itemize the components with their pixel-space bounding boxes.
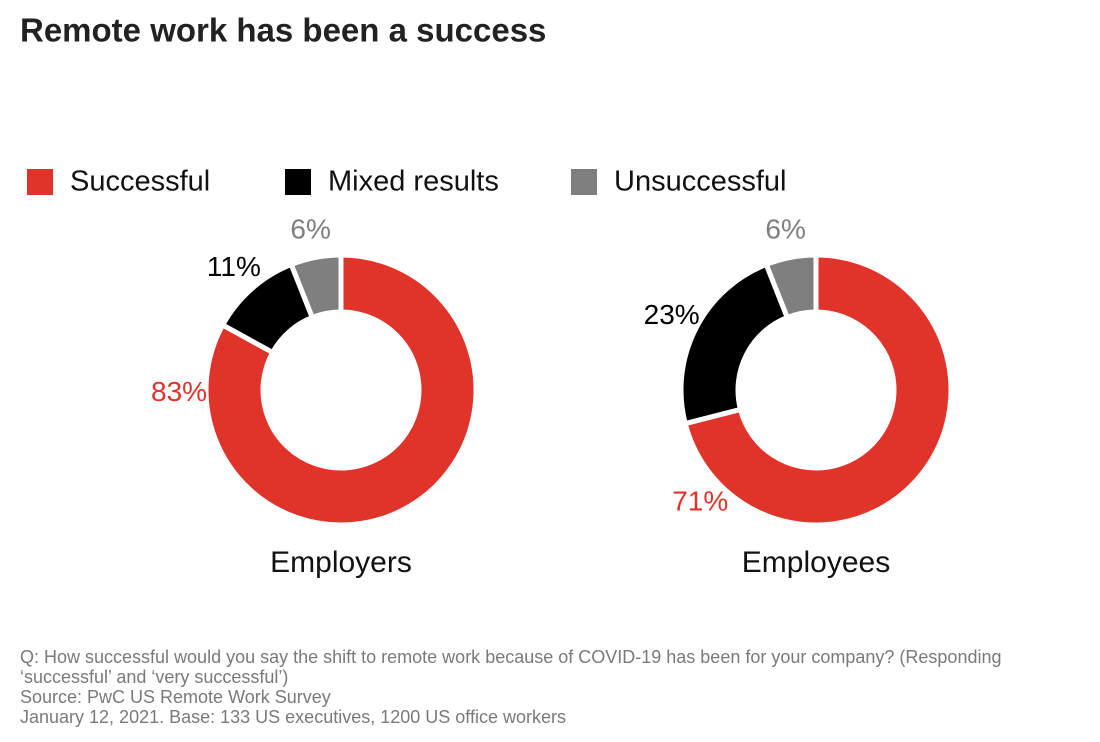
value-label: 71% xyxy=(672,486,728,517)
donut-segment xyxy=(288,252,344,321)
note: Q: How successful would you say the shif… xyxy=(20,647,1002,687)
value-label: 6% xyxy=(765,213,805,244)
value-label: 11% xyxy=(207,251,261,282)
donut-title: Employers xyxy=(270,546,412,579)
legend-label: Successful xyxy=(70,166,210,198)
value-label: 23% xyxy=(644,299,700,330)
donut-segment xyxy=(763,252,819,321)
legend-swatch xyxy=(285,169,311,195)
legend-label: Mixed results xyxy=(328,166,499,198)
value-label: 83% xyxy=(151,376,207,407)
notes: Q: How successful would you say the shif… xyxy=(20,647,1095,727)
donut-segment xyxy=(203,252,479,528)
donut-segment xyxy=(678,261,791,427)
value-label: 6% xyxy=(290,213,330,244)
note: Source: PwC US Remote Work Survey xyxy=(20,687,331,707)
legend-label: Unsuccessful xyxy=(614,166,786,198)
legend-swatch xyxy=(571,169,597,195)
note: January 12, 2021. Base: 133 US executive… xyxy=(20,707,566,727)
chart-title: Remote work has been a success xyxy=(20,12,546,49)
donut-segment xyxy=(682,252,954,528)
legend-swatch xyxy=(27,169,53,195)
donut-title: Employees xyxy=(742,546,890,579)
